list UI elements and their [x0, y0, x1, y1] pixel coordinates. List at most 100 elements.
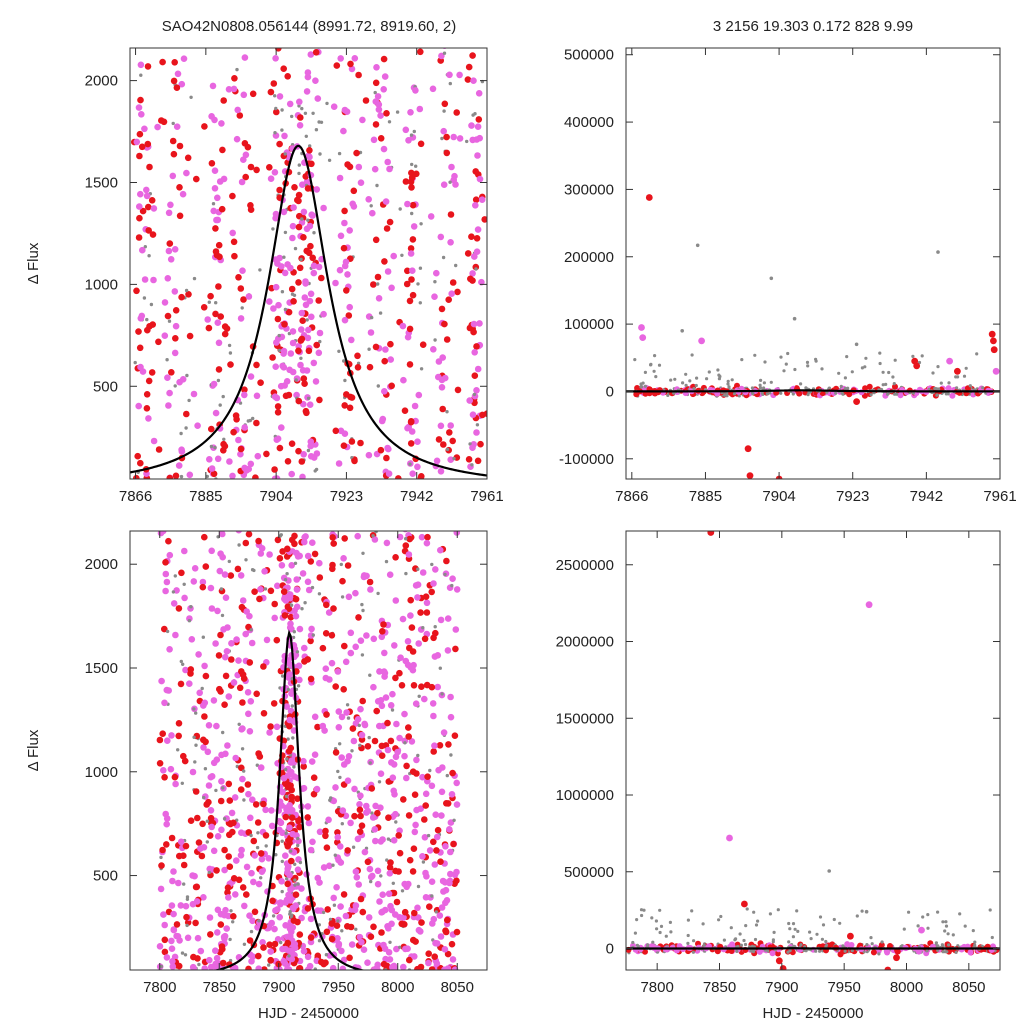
- gray-data-point: [751, 950, 756, 954]
- magenta-data-point: [201, 662, 208, 670]
- gray-data-point: [283, 714, 287, 718]
- magenta-data-point: [354, 532, 362, 540]
- red-data-point: [135, 234, 143, 241]
- red-data-point: [252, 474, 259, 479]
- gray-data-point: [235, 67, 239, 72]
- gray-data-point: [633, 931, 638, 935]
- red-data-point: [320, 960, 328, 968]
- red-data-point: [295, 223, 303, 231]
- gray-data-point: [722, 393, 727, 397]
- gray-data-point: [658, 908, 662, 912]
- red-data-point: [408, 184, 415, 191]
- gray-data-point: [379, 874, 383, 878]
- magenta-data-point: [274, 582, 281, 590]
- red-data-point: [285, 783, 292, 790]
- fit-parameters-title: 3 2156 19.303 0.172 828 9.99: [713, 18, 913, 35]
- model-fit-curve: [130, 144, 487, 477]
- gray-data-point: [737, 394, 741, 398]
- red-data-point: [377, 446, 385, 454]
- magenta-data-point: [413, 806, 420, 814]
- magenta-data-point: [237, 572, 245, 579]
- magenta-data-point: [169, 958, 176, 965]
- red-data-point: [224, 889, 231, 896]
- magenta-data-point: [293, 576, 301, 583]
- gray-data-point: [251, 416, 255, 421]
- red-data-point: [332, 427, 340, 435]
- magenta-data-point: [313, 450, 321, 457]
- red-data-point: [172, 472, 180, 479]
- magenta-data-point: [225, 693, 233, 700]
- magenta-data-point: [332, 279, 339, 287]
- red-data-point: [318, 274, 325, 282]
- gray-data-point: [808, 930, 812, 934]
- red-data-point: [392, 674, 399, 682]
- magenta-data-point: [388, 920, 395, 928]
- magenta-data-point: [428, 782, 436, 790]
- magenta-data-point: [316, 559, 323, 567]
- magenta-data-point: [268, 807, 275, 814]
- magenta-data-point: [468, 122, 475, 129]
- magenta-data-point: [197, 845, 204, 852]
- red-data-point: [422, 802, 430, 809]
- gray-data-point: [231, 920, 235, 924]
- gray-data-point: [237, 722, 241, 726]
- gray-data-point: [308, 144, 312, 148]
- gray-data-point: [298, 860, 303, 865]
- magenta-data-point: [353, 874, 361, 881]
- red-data-point: [229, 828, 236, 836]
- magenta-data-point: [437, 422, 445, 430]
- red-data-point: [282, 392, 290, 400]
- magenta-data-point: [369, 209, 376, 217]
- red-outlier-point: [741, 900, 748, 908]
- gray-data-point: [416, 567, 420, 571]
- red-data-point: [276, 140, 283, 148]
- magenta-data-point: [150, 437, 158, 445]
- gray-data-point: [653, 354, 657, 358]
- gray-data-point: [159, 855, 163, 860]
- red-data-point: [276, 444, 284, 452]
- magenta-data-point: [170, 868, 177, 875]
- gray-data-point: [237, 543, 241, 547]
- magenta-data-point: [348, 65, 356, 73]
- red-data-point: [453, 928, 461, 936]
- gray-data-point: [419, 222, 423, 226]
- magenta-data-point: [451, 966, 459, 970]
- red-data-point: [343, 391, 350, 398]
- magenta-data-point: [215, 339, 223, 347]
- magenta-data-point: [287, 759, 295, 766]
- magenta-data-point: [289, 222, 297, 230]
- red-data-point: [304, 185, 312, 192]
- gray-data-point: [375, 183, 379, 188]
- y-tick-label: 400000: [564, 114, 614, 131]
- magenta-data-point: [206, 456, 213, 463]
- red-data-point: [178, 569, 185, 577]
- red-data-point: [407, 596, 415, 604]
- gray-data-point: [338, 775, 342, 780]
- magenta-data-point: [301, 538, 308, 546]
- magenta-data-point: [447, 713, 455, 721]
- gray-data-point: [194, 711, 198, 715]
- red-data-point: [145, 377, 153, 385]
- gray-data-point: [221, 786, 225, 790]
- red-data-point: [172, 307, 180, 314]
- red-data-point: [341, 402, 349, 409]
- red-data-point: [430, 634, 437, 642]
- gray-data-point: [758, 383, 762, 387]
- gray-data-point: [814, 949, 818, 953]
- gray-data-point: [371, 534, 375, 538]
- red-data-point: [131, 41, 138, 48]
- gray-data-point: [791, 922, 796, 926]
- magenta-data-point: [434, 652, 442, 659]
- magenta-data-point: [447, 422, 455, 429]
- red-data-point: [267, 587, 275, 595]
- magenta-data-point: [945, 385, 952, 392]
- gray-data-point: [185, 897, 190, 901]
- magenta-data-point: [386, 870, 394, 877]
- magenta-data-point: [338, 754, 346, 761]
- red-data-point: [307, 934, 315, 941]
- gray-data-point: [954, 950, 958, 955]
- magenta-data-point: [199, 578, 207, 586]
- gray-data-point: [310, 585, 315, 590]
- gray-data-point: [863, 365, 867, 369]
- magenta-data-point: [469, 444, 476, 452]
